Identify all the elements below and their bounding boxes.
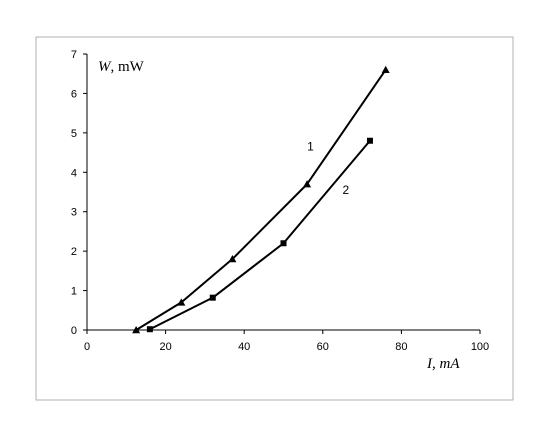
- x-tick-label: 20: [159, 341, 171, 353]
- y-tick-label: 6: [71, 88, 77, 100]
- series-2-point: [366, 137, 373, 144]
- x-tick-label: 40: [238, 341, 250, 353]
- series-1-point: [303, 180, 312, 188]
- series-1-point: [132, 326, 141, 334]
- x-axis-title: I, mA: [426, 356, 460, 372]
- y-tick-label: 7: [71, 49, 77, 61]
- y-tick-label: 1: [71, 286, 77, 298]
- series-2-point: [146, 326, 153, 333]
- series-labels: 12: [307, 140, 349, 197]
- y-tick-label: 4: [71, 167, 77, 179]
- y-tick-label: 0: [71, 325, 77, 337]
- series-2-point: [280, 240, 287, 247]
- y-tick-label: 5: [71, 128, 77, 140]
- chart-frame: [35, 36, 514, 401]
- x-tick-label: 80: [395, 341, 407, 353]
- series-1-point: [228, 255, 237, 263]
- series-2-label: 2: [342, 183, 349, 197]
- x-tick-label: 60: [317, 341, 329, 353]
- x-tick-label: 100: [471, 341, 489, 353]
- series-1-point: [381, 65, 390, 73]
- y-axis-title-unit: , mW: [111, 59, 145, 75]
- y-ticks: 0 1 2 3 4 5 6 7: [71, 49, 87, 337]
- y-tick-label: 2: [71, 246, 77, 258]
- y-axis-title-symbol: W: [98, 59, 112, 75]
- series-1-point: [177, 298, 186, 306]
- y-axis-title: W, mW: [98, 59, 145, 75]
- y-tick-label: 3: [71, 207, 77, 219]
- x-ticks: 0 20 40 60 80 100: [84, 330, 489, 353]
- series-2-line: [149, 140, 371, 331]
- series-layer: [132, 65, 390, 334]
- series-1-label: 1: [307, 140, 314, 154]
- series-2-point: [209, 294, 216, 301]
- x-tick-label: 0: [84, 341, 90, 353]
